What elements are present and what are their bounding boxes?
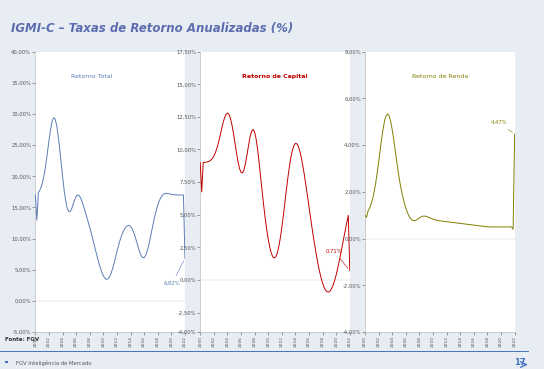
Text: FGV Inteligência de Mercado: FGV Inteligência de Mercado — [16, 360, 92, 366]
Text: 17: 17 — [514, 358, 526, 366]
Text: Retorno de Renda: Retorno de Renda — [412, 74, 468, 79]
Text: 0,71%: 0,71% — [326, 249, 348, 269]
Text: Retorno de Capital: Retorno de Capital — [242, 74, 308, 79]
Text: IGMI-C – Taxas de Retorno Anualizadas (%): IGMI-C – Taxas de Retorno Anualizadas (%… — [11, 22, 293, 35]
Text: Retorno Total: Retorno Total — [71, 74, 113, 79]
Text: 4,47%: 4,47% — [491, 120, 512, 132]
Text: Fonte: FGV: Fonte: FGV — [5, 337, 40, 342]
Text: 6,82%: 6,82% — [164, 261, 184, 286]
